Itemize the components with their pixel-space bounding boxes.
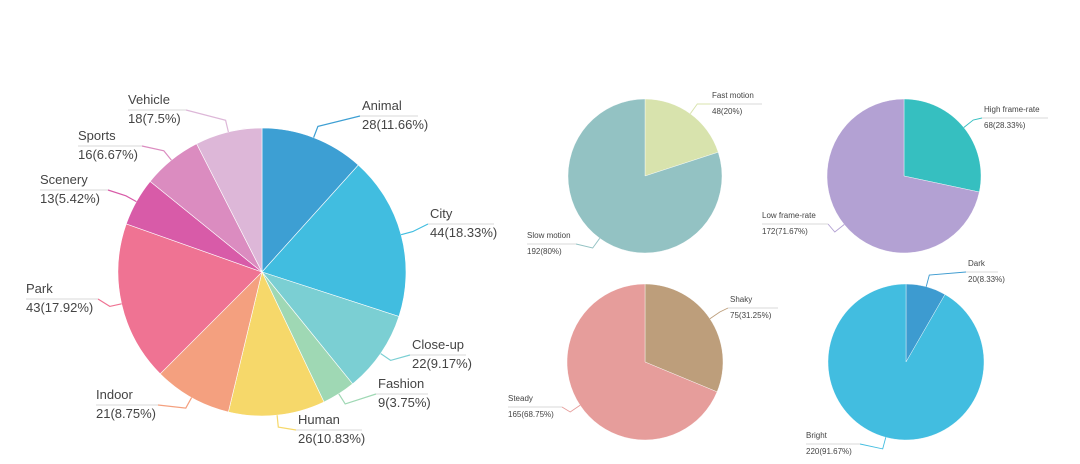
slice-label-slow-motion: Slow motion: [527, 231, 571, 240]
slice-label-animal: Animal: [362, 98, 402, 113]
leader-line-fast-motion: [689, 103, 710, 114]
slice-value-steady: 165(68.75%): [508, 410, 554, 419]
slice-value-vehicle: 18(7.5%): [128, 111, 181, 126]
slice-value-fashion: 9(3.75%): [378, 395, 431, 410]
pie-chart-3: High frame-rate 68(28.33%) Low frame-rate 1…: [762, 98, 1048, 254]
leader-line-park: [97, 298, 122, 308]
leader-line-close-up: [380, 353, 411, 362]
leader-line-low-frame-rate: [827, 223, 845, 233]
leader-line-slow-motion: [575, 238, 601, 249]
slice-value-fast-motion: 48(20%): [712, 107, 743, 116]
slice-label-shaky: Shaky: [730, 295, 752, 304]
slice-label-fashion: Fashion: [378, 376, 424, 391]
pie-slice-animal: [261, 127, 359, 273]
pie-chart-2: Fast motion 48(20%) Slow motion 192(80%): [527, 91, 762, 256]
slice-label-high-frame-rate: High frame-rate: [984, 105, 1040, 114]
slice-value-shaky: 75(31.25%): [730, 311, 772, 320]
slice-value-park: 43(17.92%): [26, 300, 93, 315]
pie-chart-5: Dark 20(8.33%) Bright 220(91.67%): [806, 259, 1005, 456]
slice-label-park: Park: [26, 281, 53, 296]
slice-value-slow-motion: 192(80%): [527, 247, 562, 256]
slice-label-city: City: [430, 206, 453, 221]
slice-label-scenery: Scenery: [40, 172, 88, 187]
pie-slice-vehicle: [196, 127, 263, 273]
slice-label-low-frame-rate: Low frame-rate: [762, 211, 816, 220]
slice-value-city: 44(18.33%): [430, 225, 497, 240]
leader-line-human: [276, 415, 297, 431]
slice-value-close-up: 22(9.17%): [412, 356, 472, 371]
slice-label-dark: Dark: [968, 259, 986, 268]
pie-slice-bright: [827, 283, 985, 441]
pie-chart-1: Animal 28(11.66%) City 44(18.33%) Close-up 22…: [26, 92, 497, 446]
leader-line-vehicle: [185, 109, 229, 133]
leader-line-animal: [313, 115, 361, 138]
leader-line-indoor: [157, 397, 193, 409]
leader-line-city: [400, 223, 429, 236]
slice-value-high-frame-rate: 68(28.33%): [984, 121, 1026, 130]
slice-label-indoor: Indoor: [96, 387, 134, 402]
slice-value-animal: 28(11.66%): [362, 117, 428, 132]
slice-value-scenery: 13(5.42%): [40, 191, 100, 206]
pie-slice-steady: [566, 283, 718, 441]
leader-line-bright: [859, 437, 887, 450]
slice-label-bright: Bright: [806, 431, 828, 440]
leader-line-high-frame-rate: [963, 117, 983, 128]
leader-line-dark: [925, 271, 967, 287]
slice-value-indoor: 21(8.75%): [96, 406, 156, 421]
slice-value-sports: 16(6.67%): [78, 147, 138, 162]
slice-value-dark: 20(8.33%): [968, 275, 1005, 284]
pie-slice-high-frame-rate: [903, 98, 982, 193]
slice-value-bright: 220(91.67%): [806, 447, 852, 456]
pie-slice-park: [117, 223, 263, 375]
slice-label-sports: Sports: [78, 128, 116, 143]
slice-value-human: 26(10.83%): [298, 431, 365, 446]
leader-line-scenery: [107, 189, 137, 203]
slice-label-vehicle: Vehicle: [128, 92, 170, 107]
slice-label-fast-motion: Fast motion: [712, 91, 754, 100]
leader-line-fashion: [338, 393, 377, 405]
slice-label-human: Human: [298, 412, 340, 427]
pie-chart-4: Shaky 75(31.25%) Steady 165(68.75%): [508, 283, 778, 441]
pie-slice-close-up: [261, 271, 400, 385]
pie-slice-shaky: [644, 283, 724, 393]
pie-slice-slow-motion: [567, 98, 723, 254]
leader-line-sports: [141, 145, 172, 161]
slice-value-low-frame-rate: 172(71.67%): [762, 227, 808, 236]
leader-line-shaky: [709, 307, 729, 320]
pie-slice-fast-motion: [644, 98, 719, 177]
pie-slice-city: [261, 164, 407, 317]
slice-label-steady: Steady: [508, 394, 533, 403]
slice-label-close-up: Close-up: [412, 337, 464, 352]
leader-line-steady: [561, 404, 581, 413]
